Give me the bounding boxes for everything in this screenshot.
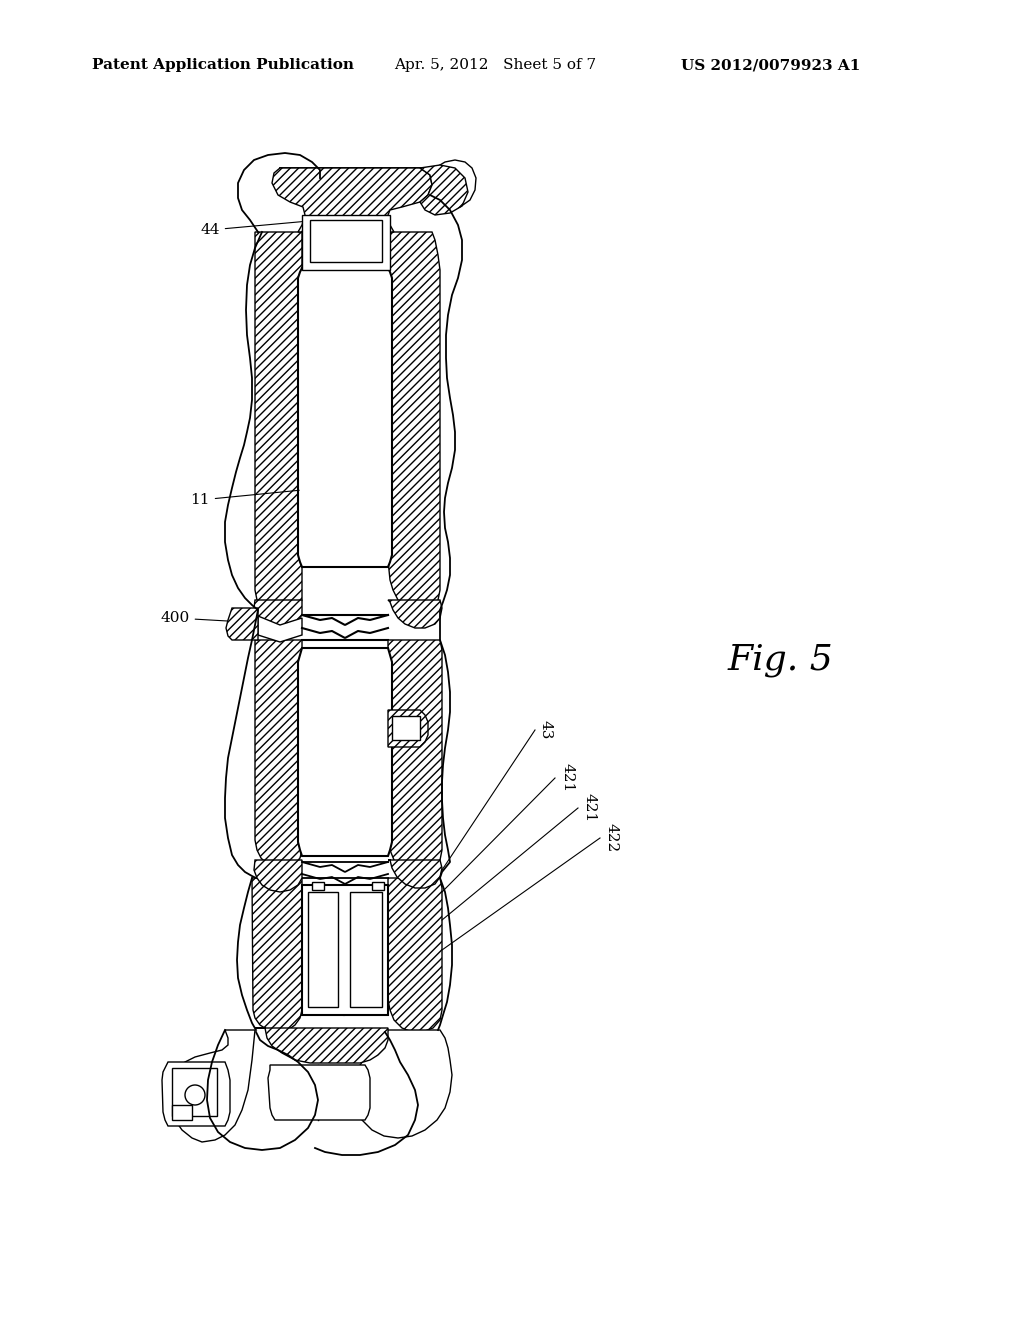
Polygon shape xyxy=(352,1030,452,1138)
Polygon shape xyxy=(298,268,392,568)
Circle shape xyxy=(185,1085,205,1105)
Text: 400: 400 xyxy=(161,611,243,624)
Polygon shape xyxy=(268,1065,370,1119)
Polygon shape xyxy=(302,215,390,271)
Polygon shape xyxy=(302,884,388,1015)
Polygon shape xyxy=(226,609,258,640)
Text: 421: 421 xyxy=(561,763,575,792)
Polygon shape xyxy=(255,1028,388,1063)
Polygon shape xyxy=(388,601,442,628)
Polygon shape xyxy=(252,878,302,1032)
Text: US 2012/0079923 A1: US 2012/0079923 A1 xyxy=(681,58,860,73)
Polygon shape xyxy=(388,861,442,888)
Polygon shape xyxy=(372,882,384,890)
Text: 43: 43 xyxy=(538,721,552,739)
Polygon shape xyxy=(388,710,428,747)
Text: 421: 421 xyxy=(583,793,597,822)
Polygon shape xyxy=(162,1063,230,1126)
Polygon shape xyxy=(388,878,442,1032)
Text: 11: 11 xyxy=(190,490,299,507)
Polygon shape xyxy=(254,861,302,892)
Polygon shape xyxy=(298,648,392,855)
Polygon shape xyxy=(255,640,302,869)
Text: Fig. 5: Fig. 5 xyxy=(727,643,833,677)
Polygon shape xyxy=(428,160,476,210)
Text: Patent Application Publication: Patent Application Publication xyxy=(92,58,354,73)
Polygon shape xyxy=(172,1105,193,1119)
Polygon shape xyxy=(392,715,420,741)
Polygon shape xyxy=(172,1068,217,1115)
Polygon shape xyxy=(310,220,382,261)
Polygon shape xyxy=(168,1030,255,1142)
Text: 44: 44 xyxy=(201,220,317,238)
Text: Apr. 5, 2012   Sheet 5 of 7: Apr. 5, 2012 Sheet 5 of 7 xyxy=(394,58,596,73)
Polygon shape xyxy=(255,232,302,615)
Polygon shape xyxy=(272,168,432,232)
Polygon shape xyxy=(312,882,324,890)
Polygon shape xyxy=(258,616,302,642)
Text: 422: 422 xyxy=(605,824,618,853)
Polygon shape xyxy=(388,640,442,873)
Polygon shape xyxy=(388,232,440,612)
Polygon shape xyxy=(308,892,338,1007)
Polygon shape xyxy=(420,165,468,215)
Polygon shape xyxy=(254,601,302,627)
Polygon shape xyxy=(350,892,382,1007)
